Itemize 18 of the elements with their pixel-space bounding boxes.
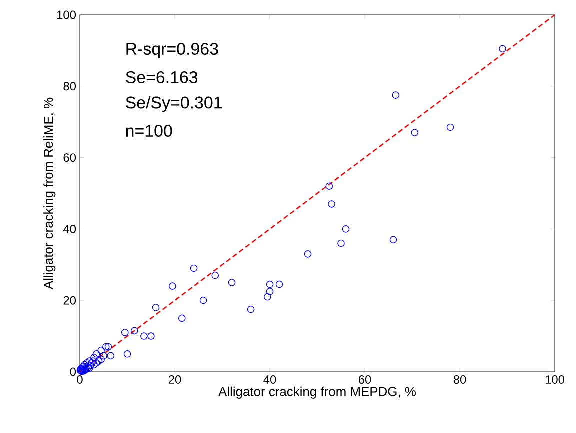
y-axis-title: Alligator cracking from ReliME, %	[44, 98, 56, 290]
annotation: R-sqr=0.963	[126, 43, 218, 58]
y-tick-label: 40	[63, 224, 76, 234]
y-tick-label: 20	[64, 296, 76, 305]
annotation: Se/Sy=0.301	[126, 96, 222, 112]
x-tick-label: 20	[168, 376, 182, 384]
y-tick-label: 100	[57, 10, 76, 20]
y-tick-label: 80	[64, 82, 76, 91]
x-tick-label: 60	[358, 376, 372, 384]
x-tick-label: 80	[454, 376, 466, 384]
annotation: n=100	[126, 125, 172, 138]
x-tick-label: 100	[546, 376, 565, 384]
x-axis-title: Alligator cracking from MEPDG, %	[218, 386, 416, 399]
x-tick-label: 40	[264, 376, 276, 384]
x-tick-label: 0	[77, 376, 83, 384]
annotation: Se=6.163	[126, 71, 198, 84]
y-tick-label: 60	[64, 154, 76, 162]
y-tick-label: 0	[70, 368, 76, 376]
